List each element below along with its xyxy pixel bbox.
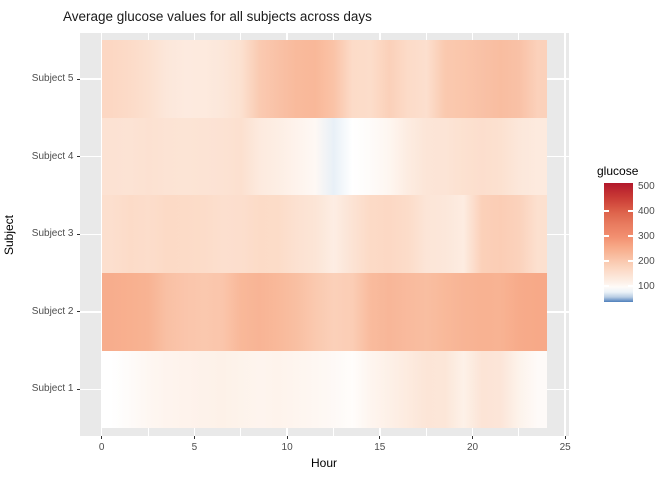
x-axis-tick-mark — [564, 435, 566, 439]
plot-panel — [79, 33, 569, 436]
legend-colorbar — [604, 183, 633, 302]
legend-tick-notch — [604, 235, 609, 237]
x-axis-tick-mark — [472, 435, 473, 439]
y-axis-tick-mark — [76, 388, 80, 390]
legend-tick-label: 500 — [638, 180, 655, 192]
legend-tick-notch — [628, 235, 633, 237]
x-axis-tick-mark — [379, 435, 381, 439]
legend-tick-notch — [628, 260, 633, 262]
heatmap-row-subject-5 — [101, 40, 547, 118]
x-axis-tick-label: 10 — [281, 441, 293, 453]
x-axis-tick-label: 20 — [466, 441, 479, 453]
legend-tick-label: 300 — [638, 230, 655, 242]
y-axis-tick-label: Subject 3 — [31, 228, 74, 240]
legend-tick-notch — [628, 210, 633, 212]
x-axis-tick-mark — [193, 435, 195, 439]
heatmap-row-subject-1 — [101, 350, 547, 429]
x-axis-tick-label: 25 — [559, 441, 571, 453]
legend-tick-label: 200 — [638, 255, 655, 267]
x-axis-tick-label: 0 — [98, 441, 105, 453]
chart-title: Average glucose values for all subjects … — [63, 9, 372, 24]
x-axis-tick-label: 5 — [191, 441, 198, 453]
legend-tick-label: 400 — [638, 205, 655, 217]
heatmap-row-subject-3 — [101, 195, 547, 274]
legend-tick-notch — [604, 260, 609, 262]
y-axis-tick-mark — [76, 311, 80, 313]
y-axis-tick-mark — [76, 78, 80, 80]
y-axis-tick-label: Subject 4 — [31, 150, 74, 162]
legend-tick-label: 100 — [638, 280, 655, 292]
legend-title: glucose — [597, 164, 639, 178]
legend-tick-notch — [604, 285, 609, 287]
y-axis-tick-mark — [76, 156, 80, 158]
legend-tick-notch — [604, 210, 609, 212]
x-axis-title: Hour — [310, 456, 337, 470]
x-axis-tick-mark — [286, 435, 288, 439]
heatmap-row-subject-2 — [101, 273, 547, 351]
y-axis-tick-label: Subject 2 — [31, 305, 74, 317]
y-axis-tick-label: Subject 5 — [31, 73, 74, 85]
heatmap-row-subject-4 — [101, 117, 547, 196]
x-axis-tick-label: 15 — [374, 441, 386, 453]
y-axis-tick-label: Subject 1 — [31, 383, 74, 395]
legend-tick-notch — [628, 285, 633, 287]
x-axis-tick-mark — [101, 435, 103, 439]
y-axis-tick-mark — [76, 233, 80, 235]
